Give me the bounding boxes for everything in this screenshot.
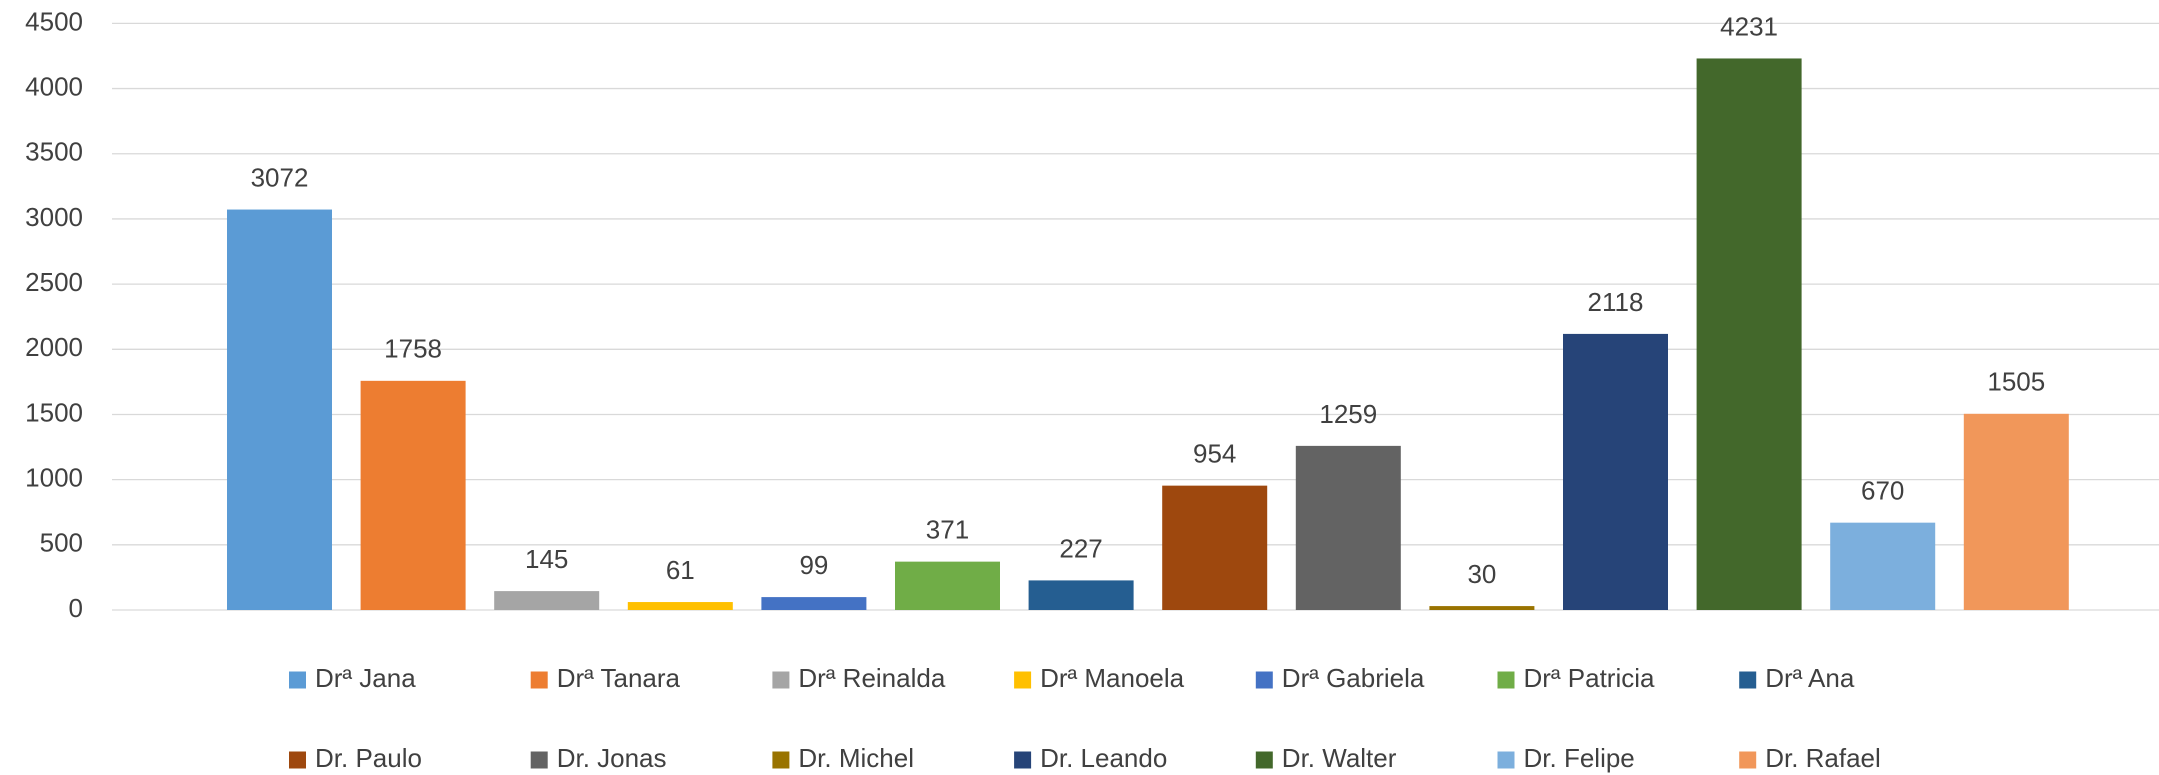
bar — [1563, 333, 1668, 610]
data-label: 30 — [1467, 559, 1496, 589]
y-tick-label: 0 — [69, 593, 83, 623]
legend-swatch — [1014, 671, 1032, 689]
data-label: 99 — [799, 550, 828, 580]
legend-swatch — [1739, 671, 1757, 689]
data-label: 145 — [525, 544, 568, 574]
y-tick-label: 4500 — [25, 6, 83, 36]
bar — [494, 591, 600, 610]
legend-swatch — [772, 671, 790, 689]
bar — [1028, 580, 1134, 610]
data-label: 61 — [666, 555, 695, 585]
data-label: 4231 — [1720, 11, 1778, 41]
legend-label: Drª Jana — [315, 663, 416, 693]
legend-label: Dr. Walter — [1282, 743, 1397, 773]
bar — [1696, 58, 1802, 611]
legend-label: Dr. Rafael — [1765, 743, 1881, 773]
legend-label: Drª Gabriela — [1282, 663, 1425, 693]
y-tick-label: 2000 — [25, 332, 83, 362]
bar — [1162, 485, 1268, 610]
data-label: 371 — [926, 515, 969, 545]
bar — [1830, 522, 1936, 610]
legend-swatch — [1255, 751, 1273, 769]
legend-label: Drª Tanara — [557, 663, 681, 693]
y-tick-label: 500 — [40, 528, 83, 558]
legend-swatch — [1014, 751, 1032, 769]
y-tick-label: 2500 — [25, 267, 83, 297]
legend-swatch — [530, 671, 548, 689]
legend-swatch — [1497, 751, 1515, 769]
legend-swatch — [1255, 671, 1273, 689]
legend-swatch — [289, 671, 306, 689]
bar — [1295, 445, 1401, 610]
data-label: 1758 — [384, 334, 442, 364]
data-label: 670 — [1861, 476, 1904, 506]
legend-label: Drª Ana — [1765, 663, 1855, 693]
y-tick-label: 3000 — [25, 202, 83, 232]
legend-label: Dr. Paulo — [315, 743, 422, 773]
legend-label: Dr. Leando — [1040, 743, 1167, 773]
legend-label: Dr. Jonas — [557, 743, 667, 773]
y-tick-label: 1500 — [25, 397, 83, 427]
bar — [360, 380, 466, 610]
data-label: 954 — [1193, 439, 1236, 469]
bar — [761, 597, 867, 610]
data-label: 3072 — [251, 162, 309, 192]
legend-label: Drª Reinalda — [798, 663, 945, 693]
y-tick-label: 4000 — [25, 71, 83, 101]
data-label: 227 — [1059, 533, 1102, 563]
legend-swatch — [1739, 751, 1757, 769]
legend-label: Dr. Michel — [798, 743, 914, 773]
bar — [627, 602, 733, 610]
legend-label: Drª Manoela — [1040, 663, 1185, 693]
bar — [1963, 413, 2069, 610]
bar — [1429, 606, 1535, 610]
legend-label: Dr. Felipe — [1524, 743, 1635, 773]
legend-swatch — [530, 751, 548, 769]
data-label: 1259 — [1319, 399, 1377, 429]
bar — [895, 561, 1000, 610]
legend-label: Drª Patricia — [1524, 663, 1656, 693]
y-tick-label: 3500 — [25, 137, 83, 167]
legend-swatch — [1497, 671, 1515, 689]
y-tick-label: 1000 — [25, 463, 83, 493]
legend-swatch — [289, 751, 306, 769]
legend-swatch — [772, 751, 790, 769]
data-label: 2118 — [1588, 287, 1644, 317]
bar — [227, 209, 332, 610]
data-label: 1505 — [1987, 367, 2045, 397]
